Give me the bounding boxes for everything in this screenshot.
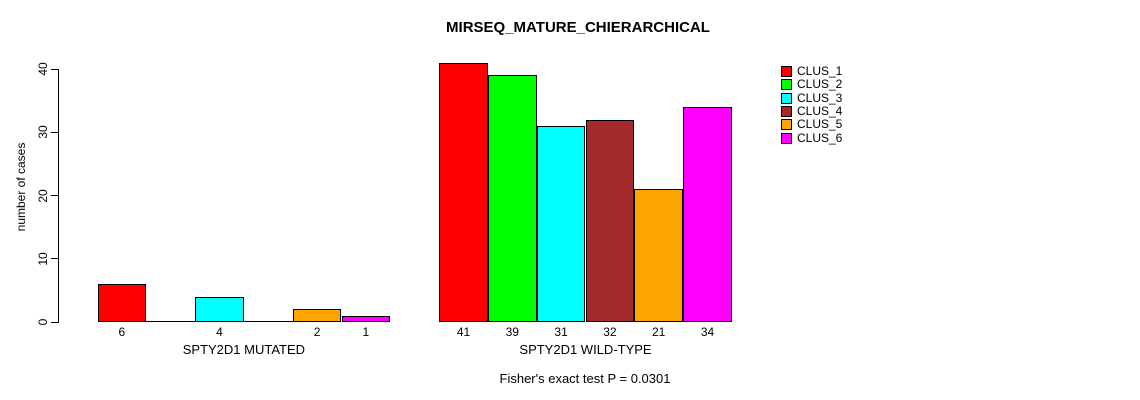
legend-item-label: CLUS_6 bbox=[797, 130, 843, 145]
group-label-1: SPTY2D1 MUTATED bbox=[182, 342, 306, 357]
legend-item-clus-2: CLUS_2 bbox=[781, 77, 843, 92]
legend-item-label: CLUS_1 bbox=[797, 64, 843, 78]
bar-value-label: 21 bbox=[652, 325, 666, 339]
legend-swatch-icon bbox=[781, 132, 792, 144]
legend-item-clus-5: CLUS_5 bbox=[781, 117, 843, 132]
legend-item-clus-1: CLUS_1 bbox=[781, 64, 843, 78]
legend-swatch-icon bbox=[781, 92, 792, 104]
y-tick bbox=[51, 195, 58, 196]
bar-clus-1-group1 bbox=[97, 284, 147, 322]
bar-value-label: 32 bbox=[603, 325, 617, 339]
bar-value-label: 41 bbox=[456, 325, 471, 339]
y-axis-label: number of cases bbox=[14, 142, 28, 232]
legend-item-label: CLUS_3 bbox=[797, 90, 843, 105]
bar-value-label: 2 bbox=[313, 325, 321, 339]
y-tick bbox=[51, 68, 58, 70]
bar-clus-4-group2 bbox=[585, 119, 635, 322]
y-axis-line bbox=[58, 69, 59, 323]
y-tick-label: 10 bbox=[36, 252, 50, 266]
legend-swatch-icon bbox=[781, 66, 792, 77]
bar-clus-3-group1 bbox=[195, 296, 244, 322]
bar-clus-1-group2 bbox=[439, 62, 488, 322]
zero-bar-clus-2-group1 bbox=[146, 321, 196, 322]
chart-title: MIRSEQ_MATURE_CHIERARCHICAL bbox=[446, 19, 710, 36]
y-tick-label: 30 bbox=[36, 125, 50, 139]
legend-item-clus-6: CLUS_6 bbox=[781, 130, 843, 145]
bar-value-label: 6 bbox=[118, 325, 126, 339]
legend-swatch-icon bbox=[781, 79, 792, 91]
legend-item-label: CLUS_5 bbox=[797, 117, 843, 132]
bar-clus-2-group2 bbox=[487, 75, 537, 322]
legend-item-clus-3: CLUS_3 bbox=[781, 90, 843, 105]
fisher-test-annotation: Fisher's exact test P = 0.0301 bbox=[499, 371, 671, 386]
legend-item-label: CLUS_4 bbox=[797, 103, 843, 118]
y-tick bbox=[51, 321, 58, 323]
bar-clus-6-group1 bbox=[341, 315, 391, 322]
bar-value-label: 34 bbox=[700, 325, 715, 339]
bar-value-label: 31 bbox=[554, 325, 568, 339]
bar-clus-6-group2 bbox=[683, 106, 732, 322]
legend-swatch-icon bbox=[781, 105, 792, 117]
legend-swatch-icon bbox=[781, 119, 792, 131]
y-tick-label: 20 bbox=[36, 188, 50, 203]
y-tick-label: 0 bbox=[36, 318, 50, 326]
legend-item-label: CLUS_2 bbox=[797, 77, 843, 92]
zero-bar-clus-4-group1 bbox=[243, 321, 293, 322]
bar-value-label: 39 bbox=[505, 325, 519, 339]
bar-clus-3-group2 bbox=[536, 125, 586, 322]
y-tick-label: 40 bbox=[36, 62, 50, 76]
bar-clus-5-group2 bbox=[634, 189, 684, 322]
bar-value-label: 4 bbox=[216, 325, 223, 339]
bar-value-label: 1 bbox=[362, 325, 370, 339]
bar-clus-5-group1 bbox=[292, 309, 342, 322]
group-label-2: SPTY2D1 WILD-TYPE bbox=[519, 342, 652, 357]
y-tick bbox=[51, 258, 58, 260]
y-tick bbox=[51, 131, 58, 133]
legend-item-clus-4: CLUS_4 bbox=[781, 103, 843, 118]
